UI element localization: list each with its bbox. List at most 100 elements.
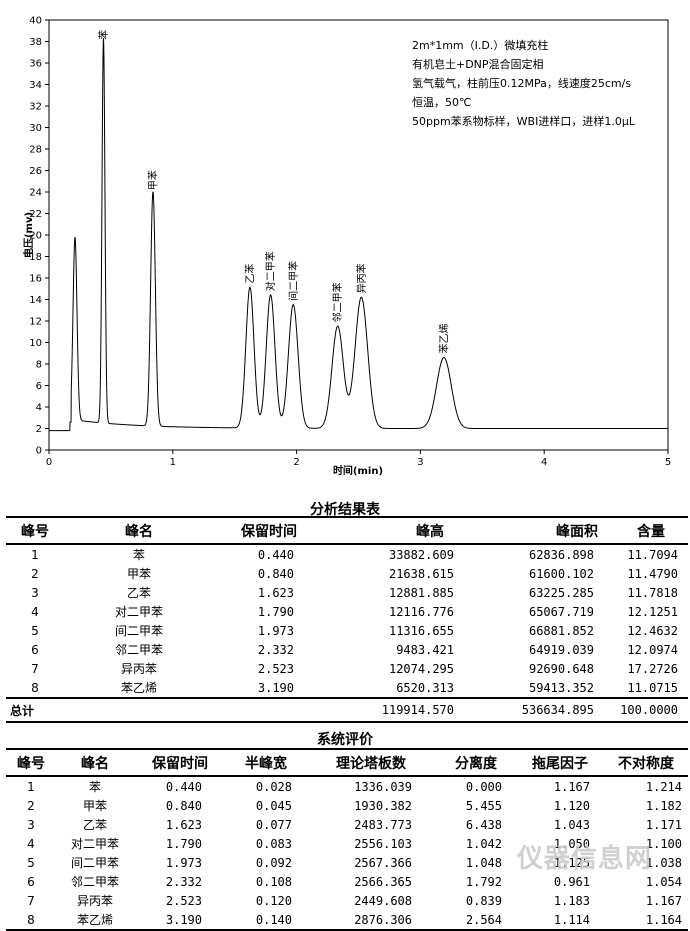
peak-label: 苯乙烯	[437, 324, 450, 354]
table-cell: 1.167	[645, 893, 682, 908]
table-cell: 33882.609	[388, 547, 454, 562]
x-tick-label: 1	[170, 457, 176, 468]
table-cell: 0.840	[257, 566, 294, 581]
annotation-line: 2m*1mm（I.D.）微填充柱	[412, 38, 548, 52]
table-cell: 0.083	[255, 836, 292, 851]
table-cell: 邻二甲苯	[114, 643, 163, 657]
table-cell: 61600.102	[528, 566, 594, 581]
table-cell: 0.440	[257, 547, 294, 562]
table-cell: 1.973	[257, 623, 294, 638]
table-cell: 2.332	[165, 874, 202, 889]
y-tick-label: 28	[29, 145, 42, 156]
table-cell: 66881.852	[528, 623, 594, 638]
table-cell: 1.183	[553, 893, 590, 908]
annotation-line: 有机皂土+DNP混合固定相	[412, 57, 544, 71]
column-header: 保留时间	[214, 516, 324, 545]
column-header: 含量	[614, 516, 688, 545]
table-cell: 1.038	[645, 855, 682, 870]
y-tick-label: 8	[36, 360, 42, 371]
table-row: 3 乙苯 1.623 0.077 2483.773 6.438 1.043 1.171	[6, 815, 688, 834]
table-cell: 92690.648	[528, 661, 594, 676]
x-tick-label: 2	[293, 457, 299, 468]
table-cell: 1.623	[257, 585, 294, 600]
chromatogram-trace	[49, 38, 668, 432]
table-cell: 1.048	[465, 855, 502, 870]
table-cell: 1.790	[257, 604, 294, 619]
table-cell: 12074.295	[388, 661, 454, 676]
y-tick-label: 2	[36, 424, 42, 435]
y-tick-label: 14	[29, 295, 42, 306]
column-header: 不对称度	[604, 748, 688, 777]
x-tick-label: 5	[665, 457, 671, 468]
column-header: 峰名	[56, 748, 134, 777]
table-cell: 11.7818	[627, 585, 678, 600]
table-cell: 甲苯	[126, 567, 151, 581]
x-axis-ticks: 0 1 2 3 4 5	[46, 450, 671, 468]
table-cell: 3	[31, 585, 39, 600]
table-cell: 1.042	[465, 836, 502, 851]
table-cell: 7	[27, 893, 35, 908]
y-axis-label: 电压(mv)	[22, 212, 35, 258]
x-tick-label: 0	[46, 457, 52, 468]
table-cell: 0.045	[255, 798, 292, 813]
table-cell: 1.164	[604, 910, 688, 931]
table-cell: 9483.421	[396, 642, 454, 657]
table-cell: 1	[31, 547, 39, 562]
table-cell: 2567.366	[354, 855, 412, 870]
column-header: 理论塔板数	[306, 748, 436, 777]
table-cell: 1.100	[645, 836, 682, 851]
column-header: 保留时间	[134, 748, 226, 777]
y-tick-label: 34	[29, 80, 42, 91]
table-cell: 对二甲苯	[114, 605, 163, 619]
column-header: 半峰宽	[226, 748, 306, 777]
table-row: 6 邻二甲苯 2.332 0.108 2566.365 1.792 0.961 1.054	[6, 872, 688, 891]
table-cell: 2.564	[436, 910, 516, 931]
table-cell: 63225.285	[528, 585, 594, 600]
table-cell: 2	[31, 566, 39, 581]
empty-cell	[64, 697, 214, 723]
table-row: 8 苯乙烯 3.190 6520.313 59413.352 11.0715	[6, 678, 688, 698]
table-cell: 2.523	[165, 893, 202, 908]
table-cell: 1.973	[165, 855, 202, 870]
table-cell: 2.523	[257, 661, 294, 676]
method-annotations: 2m*1mm（I.D.）微填充柱 有机皂土+DNP混合固定相 氢气载气，柱前压0…	[412, 38, 636, 128]
table-cell: 6	[31, 642, 39, 657]
table-cell: 12.0974	[627, 642, 678, 657]
table-cell: 11.0715	[627, 680, 678, 695]
table-cell: 异丙苯	[120, 662, 157, 676]
table-cell: 0.000	[465, 779, 502, 794]
table-cell: 1.120	[553, 798, 590, 813]
table-cell: 苯乙烯	[120, 681, 157, 695]
annotation-line: 氢气载气，柱前压0.12MPa，线速度25cm/s	[412, 76, 631, 90]
table-cell: 2.332	[257, 642, 294, 657]
table-cell: 异丙苯	[76, 894, 113, 908]
analysis-table-title: 分析结果表	[310, 502, 380, 518]
empty-cell	[214, 697, 324, 723]
column-header: 峰号	[6, 748, 56, 777]
y-tick-label: 26	[29, 166, 42, 177]
table-cell: 1.623	[165, 817, 202, 832]
table-cell: 3.190	[257, 680, 294, 695]
y-tick-label: 4	[36, 403, 42, 414]
y-tick-label: 12	[29, 317, 42, 328]
table-row: 4 对二甲苯 1.790 12116.776 65067.719 12.1251	[6, 602, 688, 621]
table-cell: 1.214	[645, 779, 682, 794]
y-tick-label: 36	[29, 59, 42, 70]
table-header-row: 峰号 峰名 保留时间 峰高 峰面积 含量	[6, 516, 688, 545]
x-axis-label: 时间(min)	[333, 464, 383, 477]
table-cell: 1.790	[165, 836, 202, 851]
table-cell: 2	[27, 798, 35, 813]
column-header: 峰面积	[474, 516, 614, 545]
table-cell: 1.182	[645, 798, 682, 813]
table-cell: 4	[31, 604, 39, 619]
peak-label: 乙苯	[243, 264, 256, 284]
table-row: 3 乙苯 1.623 12881.885 63225.285 11.7818	[6, 583, 688, 602]
system-eval-table-title: 系统评价	[317, 732, 373, 748]
peak-label: 邻二甲苯	[331, 282, 344, 322]
table-cell: 对二甲苯	[70, 837, 119, 851]
table-cell: 6520.313	[396, 680, 454, 695]
y-tick-label: 32	[29, 102, 42, 113]
total-cell: 总计	[6, 697, 64, 723]
table-row: 4 对二甲苯 1.790 0.083 2556.103 1.042 1.050 1.100	[6, 834, 688, 853]
